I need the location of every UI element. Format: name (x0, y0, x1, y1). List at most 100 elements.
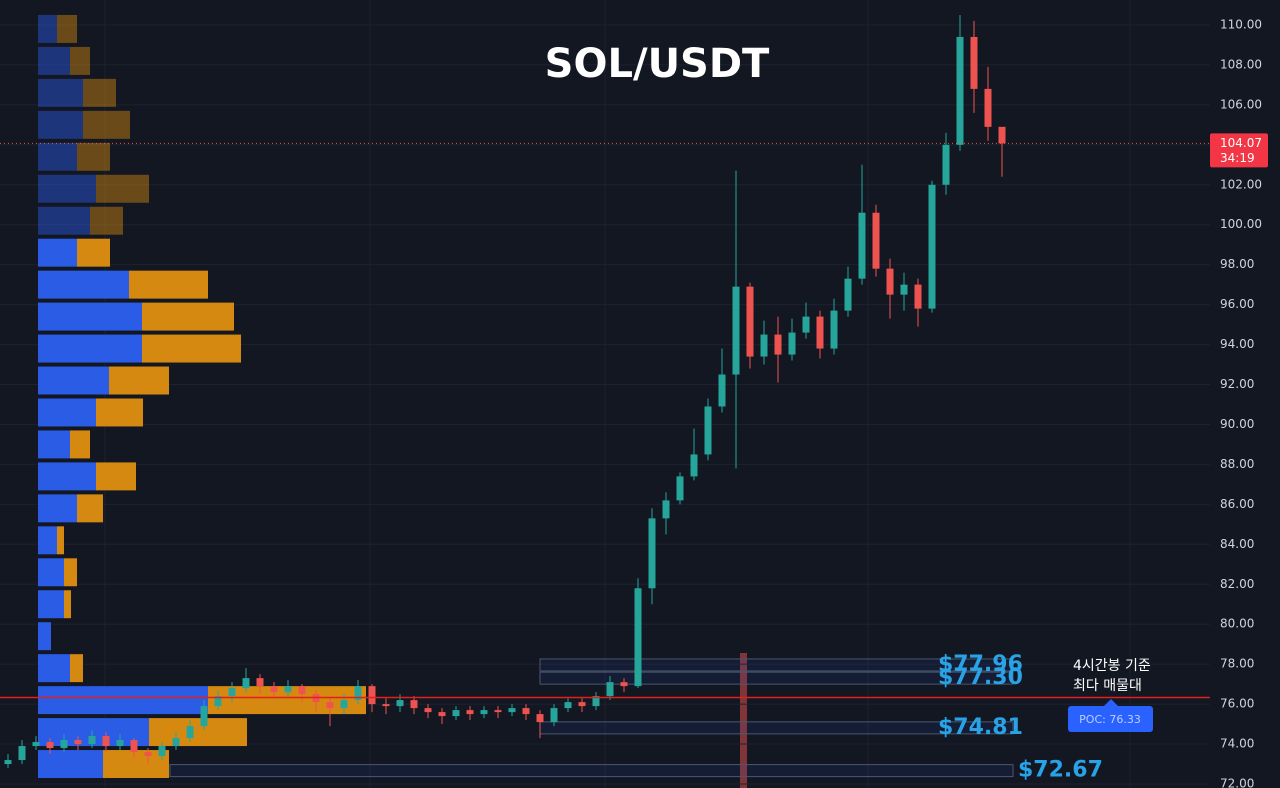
candle-body (788, 332, 796, 355)
y-tick-label: 94.00 (1220, 337, 1254, 351)
profile-buy-bar (38, 462, 96, 491)
candle-body (508, 708, 516, 713)
profile-buy-bar (38, 366, 109, 395)
y-tick-label: 82.00 (1220, 577, 1254, 591)
profile-buy-bar (38, 206, 90, 235)
candle-body (606, 682, 614, 697)
candle-body (816, 316, 824, 349)
profile-sell-bar (109, 366, 169, 395)
candle-body (396, 700, 404, 707)
y-tick-label: 92.00 (1220, 377, 1254, 391)
candle-body (158, 746, 166, 757)
y-tick-label: 76.00 (1220, 697, 1254, 711)
profile-buy-bar (38, 558, 64, 587)
profile-buy-bar (38, 622, 51, 651)
candle-body (942, 144, 950, 185)
candle-body (340, 700, 348, 709)
y-tick-label: 98.00 (1220, 257, 1254, 271)
profile-sell-bar (70, 654, 83, 683)
candle-body (928, 184, 936, 309)
profile-sell-bar (96, 462, 136, 491)
candle-body (774, 334, 782, 355)
level-label: $72.67 (1018, 758, 1103, 783)
y-tick-label: 72.00 (1220, 777, 1254, 788)
candle-body (522, 708, 530, 715)
candle-body (844, 278, 852, 311)
candle-body (830, 310, 838, 349)
level-label: $77.96 (938, 652, 1023, 677)
profile-buy-bar (38, 46, 70, 75)
profile-sell-bar (64, 558, 77, 587)
profile-buy-bar (38, 430, 70, 459)
profile-sell-bar (142, 302, 234, 331)
profile-sell-bar (83, 110, 130, 139)
profile-buy-bar (38, 302, 142, 331)
profile-buy-bar (38, 78, 83, 107)
profile-sell-bar (57, 14, 77, 43)
profile-sell-bar (77, 494, 103, 523)
candle-body (410, 700, 418, 709)
candle-body (886, 268, 894, 295)
annotation: 4시간봉 기준 (1073, 658, 1151, 674)
profile-buy-bar (38, 110, 83, 139)
profile-sell-bar (142, 334, 241, 363)
level-zone (169, 764, 1014, 778)
candle-body (732, 286, 740, 375)
profile-buy-bar (38, 174, 96, 203)
profile-buy-bar (38, 334, 142, 363)
profile-buy-bar (38, 142, 77, 171)
profile-sell-bar (70, 46, 90, 75)
candle-body (102, 736, 110, 747)
profile-sell-bar (57, 526, 64, 555)
profile-buy-bar (38, 14, 57, 43)
candle-body (690, 454, 698, 477)
candle-body (704, 406, 712, 455)
candle-body (676, 476, 684, 501)
candle-body (536, 714, 544, 723)
candle-body (914, 284, 922, 309)
candle-body (802, 316, 810, 333)
profile-sell-bar (103, 750, 169, 779)
candle-body (382, 704, 390, 707)
y-tick-label: 110.00 (1220, 17, 1262, 31)
y-tick-label: 90.00 (1220, 417, 1254, 431)
candle-body (32, 742, 40, 747)
profile-sell-bar (149, 718, 247, 747)
candle-body (438, 712, 446, 717)
candle-body (116, 740, 124, 747)
countdown-label: 34:19 (1220, 151, 1255, 165)
candle-body (872, 212, 880, 269)
level-zone (539, 671, 1014, 685)
candle-body (284, 686, 292, 693)
candle-body (662, 500, 670, 519)
candle-body (186, 726, 194, 739)
last-price-box (1210, 133, 1268, 168)
level-label: $74.81 (938, 715, 1023, 740)
profile-buy-bar (38, 238, 77, 267)
volume-spike (740, 653, 747, 788)
annotation: 최다 매물대 (1073, 678, 1142, 694)
y-tick-label: 80.00 (1220, 617, 1254, 631)
candle-body (60, 740, 68, 749)
candle-body (494, 710, 502, 713)
y-tick-label: 106.00 (1220, 97, 1262, 111)
candle-body (144, 752, 152, 757)
profile-sell-bar (96, 174, 149, 203)
last-price-label: 104.07 (1220, 136, 1262, 150)
profile-sell-bar (96, 398, 143, 427)
candle-body (858, 212, 866, 279)
profile-buy-bar (38, 270, 129, 299)
profile-sell-bar (77, 142, 110, 171)
candle-body (956, 36, 964, 145)
candle-body (4, 760, 12, 765)
y-tick-label: 100.00 (1220, 217, 1262, 231)
poc-pointer (1104, 699, 1118, 706)
profile-sell-bar (77, 238, 110, 267)
profile-buy-bar (38, 590, 64, 619)
candle-body (900, 284, 908, 295)
candle-body (550, 708, 558, 723)
profile-sell-bar (129, 270, 208, 299)
vertical-grid (104, 0, 1131, 788)
y-tick-label: 78.00 (1220, 657, 1254, 671)
